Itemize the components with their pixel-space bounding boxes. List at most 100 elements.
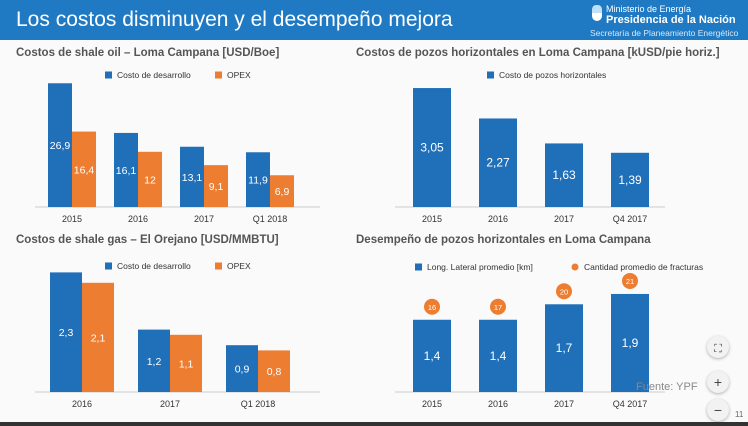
bar-value-label: 12 (144, 174, 156, 186)
legend-label: OPEX (227, 70, 251, 80)
x-tick-label: Q4 2017 (613, 399, 648, 409)
bar (138, 329, 170, 392)
x-tick-label: 2017 (554, 214, 574, 224)
bar-value-label: 11,9 (248, 175, 268, 187)
bar (479, 118, 517, 207)
fracture-marker (424, 298, 440, 315)
x-tick-label: 2016 (488, 399, 508, 409)
ministry-logo: Ministerio de Energía Presidencia de la … (590, 4, 738, 39)
x-tick-label: 2017 (194, 214, 214, 224)
legend-label: Costo de desarrollo (117, 70, 191, 80)
bar-value-label: 2,27 (486, 156, 510, 170)
bar-value-label: 1,9 (622, 336, 639, 350)
bar (114, 132, 138, 207)
legend-marker (487, 71, 494, 79)
logo-line2: Presidencia de la Nación (606, 14, 736, 26)
x-tick-label: 2016 (128, 214, 148, 224)
chart-title-pozos-costos: Costos de pozos horizontales en Loma Cam… (356, 47, 720, 59)
chart-title-shale-oil: Costos de shale oil – Loma Campana [USD/… (16, 47, 280, 59)
fit-icon: ⛶ (714, 343, 722, 355)
bar (413, 88, 451, 207)
fracture-value-label: 16 (428, 303, 436, 312)
bar-value-label: 9,1 (209, 181, 224, 193)
x-tick-label: 2015 (422, 399, 442, 409)
logo-line1: Ministerio de Energía (606, 4, 692, 14)
bar-value-label: 6,9 (275, 186, 290, 198)
page-title: Los costos disminuyen y el desempeño mej… (16, 8, 453, 31)
bar-value-label: 16,4 (74, 164, 95, 176)
x-tick-label: Q4 2017 (613, 214, 648, 224)
x-tick-label: 2016 (72, 399, 92, 409)
bar (413, 319, 451, 392)
fracture-marker (622, 272, 638, 289)
bar (72, 131, 96, 207)
bar-value-label: 0,9 (235, 364, 250, 376)
bar-value-label: 13,1 (182, 172, 203, 184)
zoom-out-button[interactable]: − (707, 399, 729, 421)
x-tick-label: 2016 (488, 214, 508, 224)
legend-marker (415, 263, 422, 271)
page-number: 11 (735, 410, 744, 419)
legend-marker (215, 262, 222, 270)
bar-value-label: 26,9 (50, 140, 71, 152)
shield-icon (592, 5, 602, 21)
bar (611, 293, 649, 392)
x-tick-label: Q1 2018 (241, 399, 276, 409)
bar (82, 282, 114, 392)
legend-label: Costo de desarrollo (117, 261, 191, 271)
legend-marker (215, 71, 222, 79)
bar (170, 334, 202, 392)
bar-value-label: 2,1 (91, 332, 106, 344)
source-note: Fuente: YPF (636, 381, 698, 393)
bar (180, 146, 204, 207)
fracture-value-label: 20 (560, 287, 568, 296)
zoom-in-button[interactable]: + (707, 371, 729, 393)
legend-label: Long. Lateral promedio [km] (427, 262, 533, 272)
bar (545, 304, 583, 392)
bar-value-label: 3,05 (420, 141, 444, 155)
bar-value-label: 16,1 (116, 165, 137, 177)
bar-value-label: 1,7 (556, 341, 573, 355)
x-tick-label: 2015 (62, 214, 82, 224)
bar (270, 175, 294, 207)
chart-title-desempeno: Desempeño de pozos horizontales en Loma … (356, 234, 651, 246)
bar (50, 272, 82, 392)
bar (479, 319, 517, 392)
legend-marker (105, 71, 112, 79)
fracture-marker (490, 298, 506, 315)
fracture-value-label: 17 (494, 303, 502, 312)
legend-label: Cantidad promedio de fracturas (584, 262, 703, 272)
bar-value-label: 2,3 (59, 327, 74, 339)
legend-marker (571, 263, 579, 271)
bar (246, 152, 270, 207)
bar (48, 83, 72, 207)
bar-value-label: 1,4 (424, 349, 441, 363)
bar-value-label: 1,63 (552, 168, 576, 182)
header-bar: Los costos disminuyen y el desempeño mej… (0, 0, 748, 40)
bar-value-label: 0,8 (267, 366, 282, 378)
bar (138, 151, 162, 207)
bar (226, 345, 258, 392)
bar (611, 152, 649, 207)
logo-line3: Secretaría de Planeamiento Energético (590, 28, 739, 38)
x-tick-label: 2017 (160, 399, 180, 409)
fracture-value-label: 21 (626, 277, 634, 286)
x-tick-label: 2017 (554, 399, 574, 409)
fracture-marker (556, 283, 572, 300)
bar-value-label: 1,2 (147, 356, 162, 368)
bar (545, 143, 583, 207)
bar-value-label: 1,1 (179, 358, 194, 370)
chart-title-shale-gas: Costos de shale gas – El Orejano [USD/MM… (16, 234, 279, 246)
legend-marker (105, 262, 112, 270)
legend-label: Costo de pozos horizontales (499, 70, 606, 80)
bar-value-label: 1,4 (490, 349, 507, 363)
fit-screen-button[interactable]: ⛶ (707, 336, 729, 358)
legend-label: OPEX (227, 261, 251, 271)
x-tick-label: Q1 2018 (253, 214, 288, 224)
bar (204, 165, 228, 207)
bar (258, 350, 290, 392)
bottom-strip (0, 422, 748, 426)
bar-value-label: 1,39 (618, 173, 642, 187)
x-tick-label: 2015 (422, 214, 442, 224)
